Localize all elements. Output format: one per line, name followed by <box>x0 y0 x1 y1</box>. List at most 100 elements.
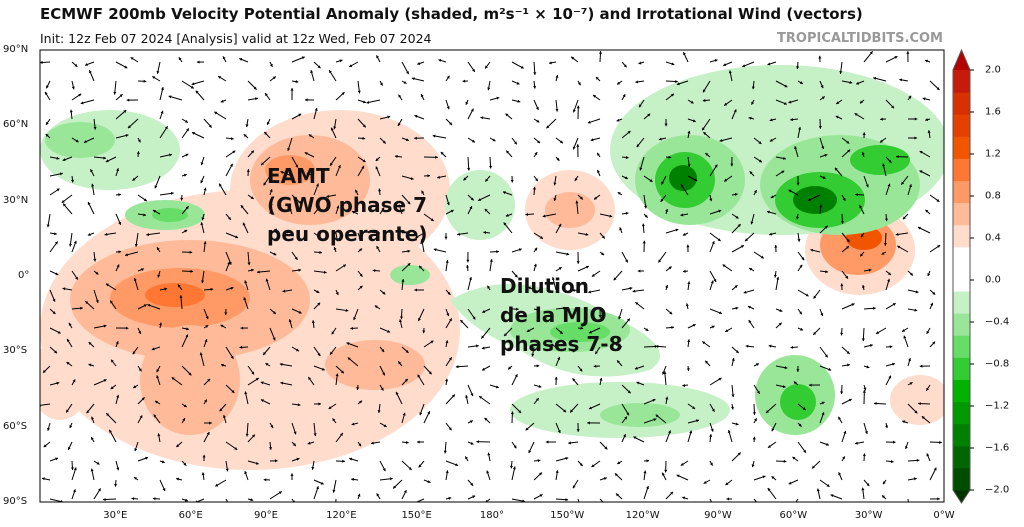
wind-vector-head <box>159 322 163 326</box>
wind-vector-head <box>87 202 91 206</box>
wind-vector-head <box>751 464 755 468</box>
wind-vector-head <box>668 155 672 159</box>
wind-vector-head <box>554 376 558 380</box>
wind-vector-head <box>840 391 844 395</box>
wind-vector-head <box>417 374 421 378</box>
wind-vector-head <box>665 208 669 212</box>
wind-vector-head <box>382 468 386 472</box>
chart-title: ECMWF 200mb Velocity Potential Anomaly (… <box>40 5 863 23</box>
wind-vector-head <box>525 427 529 431</box>
colorbar-segment <box>953 335 970 358</box>
lon-label: 150°W <box>550 510 585 521</box>
wind-vector-head <box>414 136 417 140</box>
wind-vector-head <box>228 216 231 220</box>
wind-vector-head <box>727 430 731 433</box>
wind-vector-head <box>682 383 686 387</box>
wind-vector-head <box>771 428 775 432</box>
wind-vector-head <box>687 130 691 134</box>
positive-anomaly-contour <box>545 192 595 228</box>
wind-vector-head <box>588 290 592 294</box>
colorbar-label: 0.4 <box>985 232 1001 244</box>
wind-vector-head <box>518 410 522 414</box>
colorbar-label: 1.6 <box>985 106 1001 118</box>
wind-vector-head <box>162 488 166 492</box>
wind-vector-head <box>245 124 249 128</box>
wind-vector-head <box>357 90 361 94</box>
wind-vector-head <box>903 335 907 339</box>
wind-vector-head <box>652 398 656 402</box>
wind-vector-head <box>795 216 799 220</box>
wind-vector <box>907 498 909 502</box>
negative-anomaly-contour <box>550 322 610 342</box>
wind-vector-head <box>207 378 211 382</box>
wind-vector-head <box>75 139 79 143</box>
wind-vector-head <box>420 94 424 98</box>
wind-vector-head <box>591 273 595 277</box>
wind-vector-head <box>75 276 78 280</box>
wind-vector-head <box>926 453 930 457</box>
wind-vector-head <box>204 399 207 403</box>
wind-vector-head <box>587 421 590 425</box>
wind-vector-head <box>105 283 109 287</box>
wind-vector-head <box>71 86 75 90</box>
wind-vector-head <box>93 126 97 130</box>
wind-vector-head <box>146 233 150 237</box>
wind-vector-head <box>73 240 77 244</box>
wind-vector-head <box>378 188 382 192</box>
wind-vector-head <box>758 159 762 163</box>
wind-vector-head <box>792 456 796 460</box>
lon-label: 60°E <box>178 510 203 521</box>
wind-vector-head <box>510 411 514 415</box>
wind-vector-head <box>885 425 889 429</box>
wind-vector-head <box>798 423 802 427</box>
wind-vector-head <box>509 465 514 469</box>
wind-vector-head <box>534 247 538 251</box>
wind-vector-head <box>660 198 664 202</box>
wind-vector-head <box>485 65 488 69</box>
wind-vector-head <box>641 223 645 227</box>
wind-vector-head <box>446 202 450 206</box>
wind-vector-head <box>826 483 830 487</box>
wind-vector-head <box>184 498 188 502</box>
lon-label: 30°W <box>854 510 883 521</box>
wind-vector-head <box>675 228 679 232</box>
wind-vector-head <box>869 343 873 347</box>
wind-vector-head <box>888 159 892 163</box>
wind-vector-head <box>906 51 910 54</box>
wind-vector-head <box>587 120 591 124</box>
wind-vector-head <box>752 436 756 440</box>
wind-vector-head <box>104 232 108 236</box>
wind-vector-head <box>138 368 142 372</box>
wind-vector-head <box>731 394 735 398</box>
wind-vector-head <box>419 412 423 416</box>
wind-vector-head <box>400 316 404 320</box>
negative-anomaly-contour <box>780 384 816 420</box>
wind-vector-head <box>222 56 226 60</box>
wind-vector-head <box>883 243 887 246</box>
wind-vector-head <box>725 329 729 332</box>
lon-label: 120°W <box>625 510 660 521</box>
wind-vector-head <box>331 331 335 335</box>
wind-vector-head <box>196 60 200 64</box>
wind-vector-head <box>110 300 113 304</box>
wind-vector-head <box>801 257 805 261</box>
wind-vector-head <box>437 175 441 179</box>
wind-vector-head <box>178 57 182 61</box>
wind-vector-head <box>745 344 749 348</box>
wind-vector-head <box>551 277 555 280</box>
wind-vector-head <box>448 357 452 361</box>
wind-vector-head <box>328 406 332 409</box>
wind-vector-head <box>179 295 183 298</box>
wind-vector-head <box>255 97 258 101</box>
wind-vector-head <box>469 276 473 280</box>
wind-vector-head <box>235 235 239 239</box>
wind-vector-head <box>790 345 794 349</box>
wind-vector-head <box>95 299 99 303</box>
wind-vector-head <box>590 138 594 142</box>
wind-vector-head <box>362 136 366 140</box>
wind-vector-head <box>680 184 684 188</box>
wind-vector-head <box>848 398 852 402</box>
wind-vector-head <box>133 477 137 480</box>
wind-vector-head <box>189 250 193 254</box>
wind-vector-head <box>533 72 537 75</box>
